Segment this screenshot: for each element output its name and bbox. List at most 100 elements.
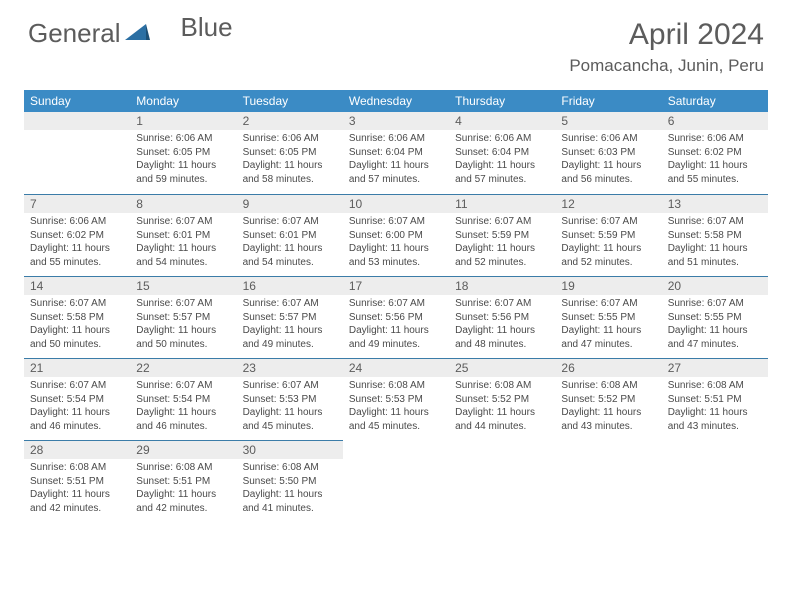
calendar-day-cell: 24Sunrise: 6:08 AMSunset: 5:53 PMDayligh… — [343, 358, 449, 440]
sunrise-text: Sunrise: 6:07 AM — [243, 297, 337, 311]
calendar-day-cell: 27Sunrise: 6:08 AMSunset: 5:51 PMDayligh… — [662, 358, 768, 440]
calendar-day-cell: 14Sunrise: 6:07 AMSunset: 5:58 PMDayligh… — [24, 276, 130, 358]
calendar-week-row: 28Sunrise: 6:08 AMSunset: 5:51 PMDayligh… — [24, 440, 768, 522]
sunrise-text: Sunrise: 6:07 AM — [243, 379, 337, 393]
daylight-text: Daylight: 11 hours and 51 minutes. — [668, 242, 762, 269]
daylight-text: Daylight: 11 hours and 49 minutes. — [349, 324, 443, 351]
daylight-text: Daylight: 11 hours and 47 minutes. — [561, 324, 655, 351]
calendar-day-cell: 25Sunrise: 6:08 AMSunset: 5:52 PMDayligh… — [449, 358, 555, 440]
day-number: 14 — [24, 276, 130, 295]
day-number: 20 — [662, 276, 768, 295]
day-number: 16 — [237, 276, 343, 295]
sunset-text: Sunset: 6:02 PM — [30, 229, 124, 243]
weekday-header: Thursday — [449, 90, 555, 112]
calendar-day-cell: 1Sunrise: 6:06 AMSunset: 6:05 PMDaylight… — [130, 112, 236, 194]
daylight-text: Daylight: 11 hours and 49 minutes. — [243, 324, 337, 351]
calendar-day-cell: 13Sunrise: 6:07 AMSunset: 5:58 PMDayligh… — [662, 194, 768, 276]
day-number: 23 — [237, 358, 343, 377]
day-number: 11 — [449, 194, 555, 213]
day-details: Sunrise: 6:06 AMSunset: 6:04 PMDaylight:… — [449, 130, 555, 190]
day-details: Sunrise: 6:07 AMSunset: 5:53 PMDaylight:… — [237, 377, 343, 437]
sunset-text: Sunset: 6:00 PM — [349, 229, 443, 243]
calendar-day-cell: 11Sunrise: 6:07 AMSunset: 5:59 PMDayligh… — [449, 194, 555, 276]
day-number: 29 — [130, 440, 236, 459]
day-number: 8 — [130, 194, 236, 213]
daylight-text: Daylight: 11 hours and 55 minutes. — [30, 242, 124, 269]
sunset-text: Sunset: 5:57 PM — [243, 311, 337, 325]
calendar-day-cell: 22Sunrise: 6:07 AMSunset: 5:54 PMDayligh… — [130, 358, 236, 440]
sunset-text: Sunset: 5:53 PM — [243, 393, 337, 407]
sunset-text: Sunset: 5:56 PM — [455, 311, 549, 325]
logo-text-1: General — [28, 18, 121, 49]
day-number: 10 — [343, 194, 449, 213]
sunrise-text: Sunrise: 6:08 AM — [668, 379, 762, 393]
calendar-day-cell: 19Sunrise: 6:07 AMSunset: 5:55 PMDayligh… — [555, 276, 661, 358]
daylight-text: Daylight: 11 hours and 58 minutes. — [243, 159, 337, 186]
sunrise-text: Sunrise: 6:07 AM — [243, 215, 337, 229]
logo: General Blue — [28, 18, 233, 49]
title-block: April 2024 Pomacancha, Junin, Peru — [569, 18, 764, 76]
calendar-day-cell: 4Sunrise: 6:06 AMSunset: 6:04 PMDaylight… — [449, 112, 555, 194]
day-details: Sunrise: 6:07 AMSunset: 6:00 PMDaylight:… — [343, 213, 449, 273]
calendar-day-cell: 26Sunrise: 6:08 AMSunset: 5:52 PMDayligh… — [555, 358, 661, 440]
calendar-day-cell: 23Sunrise: 6:07 AMSunset: 5:53 PMDayligh… — [237, 358, 343, 440]
sunrise-text: Sunrise: 6:06 AM — [243, 132, 337, 146]
day-number: 30 — [237, 440, 343, 459]
day-details: Sunrise: 6:07 AMSunset: 5:56 PMDaylight:… — [343, 295, 449, 355]
sunrise-text: Sunrise: 6:06 AM — [561, 132, 655, 146]
day-number: 6 — [662, 112, 768, 130]
day-number: 5 — [555, 112, 661, 130]
sunrise-text: Sunrise: 6:07 AM — [668, 297, 762, 311]
daylight-text: Daylight: 11 hours and 52 minutes. — [561, 242, 655, 269]
day-details: Sunrise: 6:06 AMSunset: 6:03 PMDaylight:… — [555, 130, 661, 190]
sunset-text: Sunset: 5:52 PM — [455, 393, 549, 407]
sunrise-text: Sunrise: 6:08 AM — [136, 461, 230, 475]
calendar-day-cell: 29Sunrise: 6:08 AMSunset: 5:51 PMDayligh… — [130, 440, 236, 522]
calendar-day-cell: 18Sunrise: 6:07 AMSunset: 5:56 PMDayligh… — [449, 276, 555, 358]
daylight-text: Daylight: 11 hours and 53 minutes. — [349, 242, 443, 269]
calendar-day-cell: 9 Sunrise: 6:07 AMSunset: 6:01 PMDaylight… — [237, 194, 343, 276]
daylight-text: Daylight: 11 hours and 54 minutes. — [243, 242, 337, 269]
daylight-text: Daylight: 11 hours and 41 minutes. — [243, 488, 337, 515]
day-number: 7 — [24, 194, 130, 213]
day-details: Sunrise: 6:08 AMSunset: 5:52 PMDaylight:… — [449, 377, 555, 437]
daylight-text: Daylight: 11 hours and 45 minutes. — [243, 406, 337, 433]
sunset-text: Sunset: 5:59 PM — [561, 229, 655, 243]
sunset-text: Sunset: 5:54 PM — [30, 393, 124, 407]
sunset-text: Sunset: 6:02 PM — [668, 146, 762, 160]
sunrise-text: Sunrise: 6:08 AM — [455, 379, 549, 393]
sunset-text: Sunset: 5:53 PM — [349, 393, 443, 407]
calendar-day-cell — [555, 440, 661, 522]
day-number: 26 — [555, 358, 661, 377]
daylight-text: Daylight: 11 hours and 56 minutes. — [561, 159, 655, 186]
sunset-text: Sunset: 6:01 PM — [243, 229, 337, 243]
calendar-week-row: 14Sunrise: 6:07 AMSunset: 5:58 PMDayligh… — [24, 276, 768, 358]
sunrise-text: Sunrise: 6:07 AM — [349, 215, 443, 229]
day-number: 27 — [662, 358, 768, 377]
weekday-header: Friday — [555, 90, 661, 112]
weekday-header: Saturday — [662, 90, 768, 112]
day-details: Sunrise: 6:07 AMSunset: 5:56 PMDaylight:… — [449, 295, 555, 355]
day-number: 4 — [449, 112, 555, 130]
sunrise-text: Sunrise: 6:08 AM — [561, 379, 655, 393]
daylight-text: Daylight: 11 hours and 44 minutes. — [455, 406, 549, 433]
month-title: April 2024 — [569, 18, 764, 52]
day-number: 9 — [237, 194, 343, 213]
day-details: Sunrise: 6:06 AMSunset: 6:05 PMDaylight:… — [130, 130, 236, 190]
sunrise-text: Sunrise: 6:07 AM — [561, 297, 655, 311]
day-details: Sunrise: 6:07 AMSunset: 5:58 PMDaylight:… — [662, 213, 768, 273]
day-number: 13 — [662, 194, 768, 213]
calendar-day-cell — [662, 440, 768, 522]
sunrise-text: Sunrise: 6:06 AM — [136, 132, 230, 146]
weekday-header: Tuesday — [237, 90, 343, 112]
day-details: Sunrise: 6:07 AMSunset: 5:59 PMDaylight:… — [449, 213, 555, 273]
calendar-day-cell: 20Sunrise: 6:07 AMSunset: 5:55 PMDayligh… — [662, 276, 768, 358]
sunset-text: Sunset: 5:55 PM — [668, 311, 762, 325]
daylight-text: Daylight: 11 hours and 48 minutes. — [455, 324, 549, 351]
day-details: Sunrise: 6:06 AMSunset: 6:04 PMDaylight:… — [343, 130, 449, 190]
sunset-text: Sunset: 6:05 PM — [136, 146, 230, 160]
daylight-text: Daylight: 11 hours and 57 minutes. — [349, 159, 443, 186]
day-details: Sunrise: 6:07 AMSunset: 5:54 PMDaylight:… — [24, 377, 130, 437]
calendar-day-cell: 12Sunrise: 6:07 AMSunset: 5:59 PMDayligh… — [555, 194, 661, 276]
day-details: Sunrise: 6:06 AMSunset: 6:02 PMDaylight:… — [662, 130, 768, 190]
